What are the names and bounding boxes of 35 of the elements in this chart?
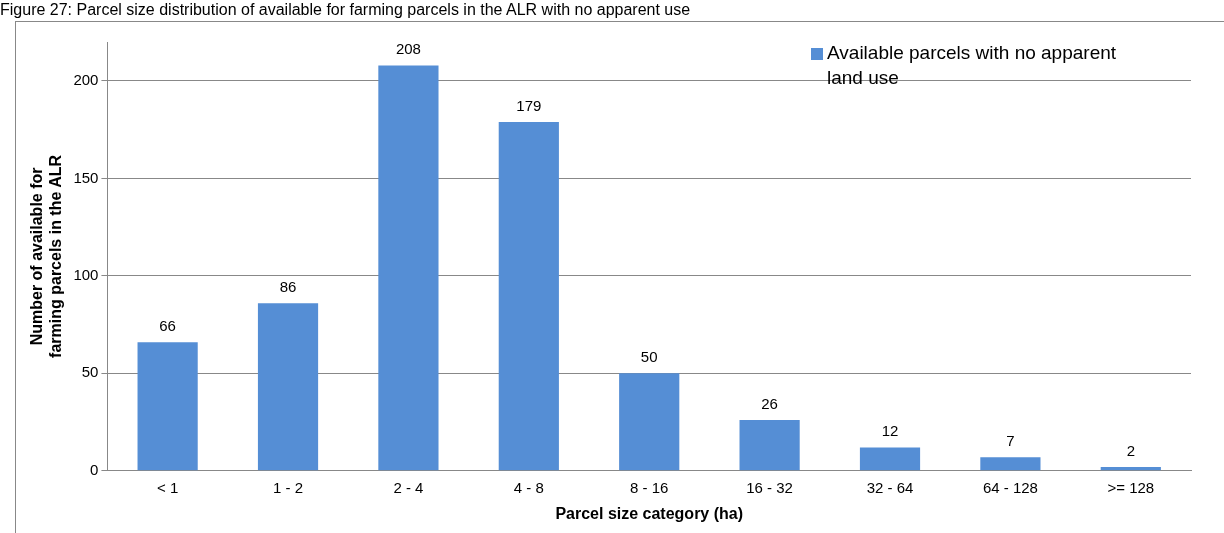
x-tick-label: 4 - 8 xyxy=(513,478,544,496)
bar xyxy=(859,447,921,471)
data-label: 26 xyxy=(761,394,778,412)
data-label: 12 xyxy=(881,422,899,440)
y-tick-label: 150 xyxy=(73,168,99,186)
data-label: 7 xyxy=(1006,431,1015,449)
y-tick-label: 100 xyxy=(73,266,99,284)
x-axis-title: Parcel size category (ha) xyxy=(555,504,744,522)
x-tick-label: 8 - 16 xyxy=(630,478,669,496)
chart-title: Figure 27: Parcel size distribution of available for farming parcels in the ALR with no apparent use xyxy=(0,1,691,19)
bar xyxy=(498,121,559,471)
bar xyxy=(980,457,1041,471)
data-label: 86 xyxy=(279,277,297,295)
data-label: 179 xyxy=(516,96,542,114)
data-label: 2 xyxy=(1126,441,1135,459)
y-tick-label: 200 xyxy=(73,71,99,89)
bar xyxy=(619,373,680,471)
x-tick-label: >= 128 xyxy=(1107,478,1155,496)
data-label: 50 xyxy=(640,347,658,365)
data-label: 208 xyxy=(395,40,421,58)
bar xyxy=(378,65,439,471)
y-axis-title: Number of available for farming parcels in the ALR xyxy=(28,154,65,358)
y-tick-label: 50 xyxy=(81,363,99,381)
y-tick-label: 0 xyxy=(90,460,99,478)
x-tick-label: 2 - 4 xyxy=(393,478,424,496)
data-label: 66 xyxy=(159,316,176,334)
x-tick-label: < 1 xyxy=(156,478,179,496)
x-tick-label: 32 - 64 xyxy=(866,478,914,496)
bar xyxy=(137,342,198,471)
x-tick-label: 1 - 2 xyxy=(273,478,304,496)
x-tick-label: 64 - 128 xyxy=(982,478,1038,496)
x-tick-label: 16 - 32 xyxy=(746,478,793,496)
bar xyxy=(739,420,800,471)
bar xyxy=(257,303,319,471)
legend-label: Available parcels with no apparent land use xyxy=(827,42,1117,89)
